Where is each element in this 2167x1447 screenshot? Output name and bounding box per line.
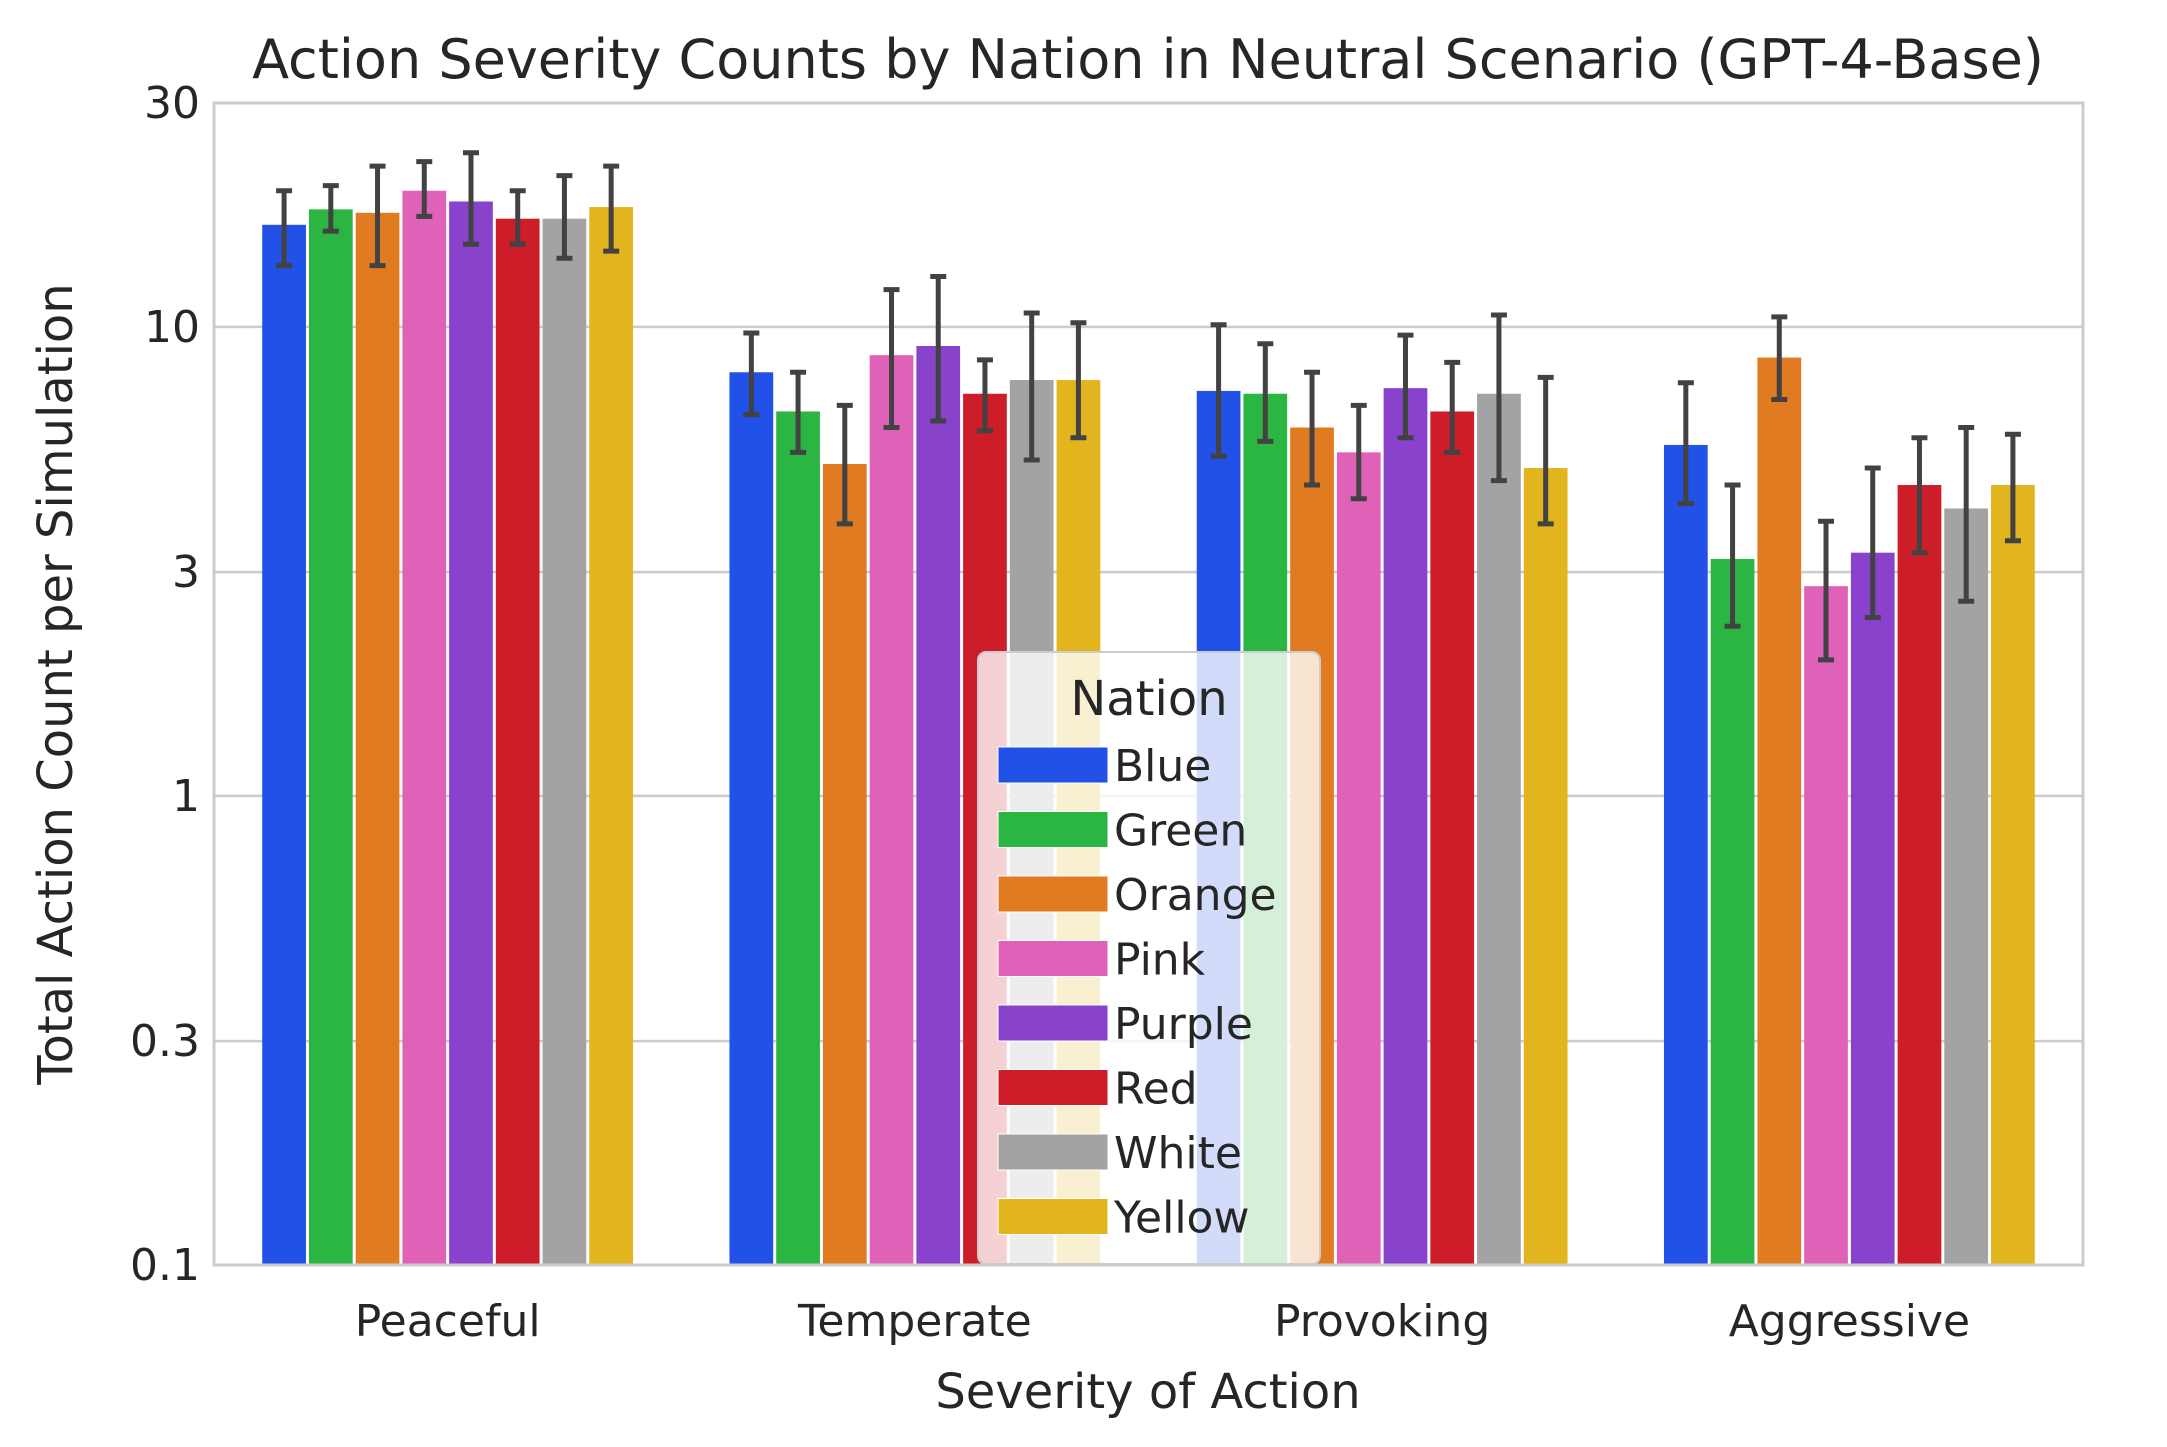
error-bar [1724,482,1741,629]
y-axis-label: Total Action Count per Simulation [28,283,84,1085]
error-bar [1771,314,1788,402]
bars [262,190,2035,1266]
y-tick-label: 1 [172,771,200,822]
y-ticks: 0.1 0.3 1 3 10 30 [130,78,200,1291]
error-bar [322,183,339,234]
error-bar [1537,374,1554,527]
bar [776,411,820,1265]
error-bar [930,274,947,424]
bar [916,346,961,1265]
x-tick-label: Temperate [797,1296,1032,1347]
bar [1383,388,1428,1265]
bar [1850,552,1895,1265]
error-bar [743,330,760,418]
error-bar [462,150,479,247]
legend-label: Orange [1114,870,1277,921]
error-bar [556,173,573,261]
bar [542,218,587,1265]
legend-label: White [1114,1128,1242,1179]
bar [355,212,400,1266]
error-bar [2004,431,2021,544]
error-bar [1677,380,1694,507]
error-bar [603,163,620,254]
bar [1430,411,1475,1265]
error-bar [1958,425,1975,604]
x-axis-label: Severity of Action [935,1364,1360,1420]
legend-swatch [997,746,1109,784]
bar [308,209,353,1265]
legend-label: Red [1114,1064,1198,1115]
error-bar [276,188,293,269]
bar [1757,357,1802,1265]
error-bar [883,287,900,431]
error-bar [1070,320,1087,441]
error-bar [976,357,993,434]
error-bar [1490,312,1507,484]
bar [1944,508,1989,1265]
legend-label: Blue [1114,741,1211,792]
error-bar [1023,310,1040,463]
error-bar [1864,465,1881,621]
x-tick-label: Peaceful [355,1296,541,1347]
chart-title: Action Severity Counts by Nation in Neut… [252,28,2044,91]
error-bar [416,159,433,219]
bar [1897,485,1942,1266]
bar [1523,468,1568,1265]
error-bar [1257,341,1274,444]
x-tick-label: Provoking [1274,1296,1490,1347]
bar [449,201,493,1265]
bar [1804,586,1848,1265]
legend-label: Yellow [1113,1193,1249,1244]
legend-swatch [997,1133,1109,1171]
legend-title: Nation [1070,671,1227,727]
bar [1663,444,1708,1266]
y-tick-label: 0.1 [130,1240,200,1291]
legend-label: Pink [1114,935,1206,986]
error-bar [1350,402,1367,502]
bar [822,463,867,1265]
bar [495,218,540,1265]
legend-label: Purple [1114,999,1253,1050]
legend-label: Green [1114,806,1247,857]
bar [729,372,774,1265]
bar [262,224,306,1265]
error-bar [790,369,807,455]
error-bar [1818,518,1835,663]
error-bar [1444,359,1461,455]
error-bar [509,188,526,247]
bar [1991,485,2035,1266]
y-tick-label: 10 [144,302,200,353]
x-tick-label: Aggressive [1729,1296,1970,1347]
y-tick-label: 3 [172,547,200,598]
error-bars [276,150,2021,663]
legend-swatch [997,811,1109,848]
legend-swatch [997,875,1109,913]
legend-items: Blue Green Orange Pink Purple Red White Yellow [997,741,1277,1244]
error-bar [1210,322,1227,459]
bar [869,355,914,1265]
y-tick-label: 0.3 [130,1016,200,1067]
bar [589,207,634,1266]
bar [1336,452,1381,1265]
error-bar [369,163,386,269]
legend-swatch [997,1198,1109,1235]
legend-swatch [997,1069,1109,1106]
error-bar [1304,369,1321,488]
legend-swatch [997,940,1109,977]
error-bar [1911,435,1928,556]
bar [402,190,447,1266]
error-bar [836,402,853,527]
error-bar [1397,332,1414,441]
bar [1477,393,1521,1265]
legend-box [977,651,1321,1265]
y-tick-label: 30 [144,78,200,129]
x-ticks: Peaceful Temperate Provoking Aggressive [355,1296,1970,1347]
legend: Nation Blue Green Orange Pink Purple Red White… [977,651,1321,1265]
bar [1710,558,1755,1265]
legend-swatch [997,1004,1109,1042]
